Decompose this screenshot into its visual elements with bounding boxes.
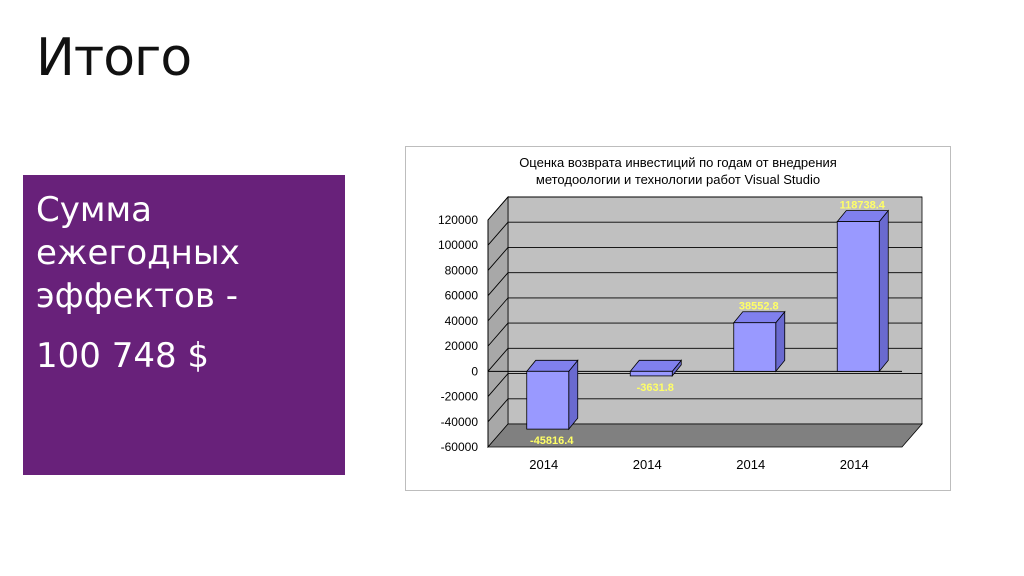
bar-top	[836, 210, 890, 222]
data-label: 38552.8	[739, 301, 779, 313]
chart-title-line-2: методоологии и технологии работ Visual S…	[536, 172, 820, 187]
gridline	[487, 297, 922, 322]
summary-text: Сумма ежегодных эффектов -	[36, 190, 240, 316]
plot-side-wall	[487, 195, 509, 449]
data-label: -3631.8	[637, 382, 674, 394]
y-tick-label: 100000	[438, 238, 478, 252]
summary-box: Сумма ежегодных эффектов - 100 748 $	[23, 175, 345, 475]
gridline	[487, 196, 922, 221]
bar	[526, 370, 570, 430]
bar-side	[568, 359, 579, 431]
gridline	[487, 398, 922, 423]
y-tick-label: 20000	[445, 339, 479, 353]
data-label: -45816.4	[530, 435, 574, 447]
y-tick-label: -40000	[441, 415, 479, 429]
slide-title: Итого	[36, 28, 192, 88]
bar-side	[878, 209, 889, 373]
y-tick-label: 60000	[445, 289, 479, 303]
bar	[836, 221, 880, 372]
chart-frame: Оценка возврата инвестиций по годам от в…	[405, 146, 951, 491]
bar-top	[732, 311, 786, 324]
y-tick-label: 0	[471, 364, 478, 378]
y-tick-label: 120000	[438, 213, 478, 227]
chart-title-line-1: Оценка возврата инвестиций по годам от в…	[519, 155, 837, 170]
bar	[629, 370, 673, 377]
y-tick-label: -20000	[441, 390, 479, 404]
plot-floor	[487, 423, 923, 448]
x-tick-label: 2014	[529, 457, 558, 472]
bar-top	[525, 359, 579, 372]
summary-value: 100 748 $	[36, 336, 210, 376]
gridline	[487, 373, 922, 397]
data-label: 118738.4	[840, 200, 886, 212]
gridline	[487, 272, 922, 296]
gridline	[487, 221, 922, 246]
bar-top	[629, 359, 683, 372]
x-tick-label: 2014	[840, 457, 869, 472]
y-tick-label: 40000	[445, 314, 479, 328]
gridline	[487, 246, 922, 271]
x-tick-label: 2014	[633, 457, 662, 472]
bar	[733, 322, 777, 372]
y-tick-label: -60000	[441, 440, 479, 454]
x-tick-label: 2014	[736, 457, 765, 472]
y-tick-label: 80000	[445, 263, 479, 277]
plot-area: 120000 100000 80000 60000 40000 20000 0 -20000 -…	[438, 195, 923, 472]
roi-chart: Оценка возврата инвестиций по годам от в…	[438, 155, 923, 472]
